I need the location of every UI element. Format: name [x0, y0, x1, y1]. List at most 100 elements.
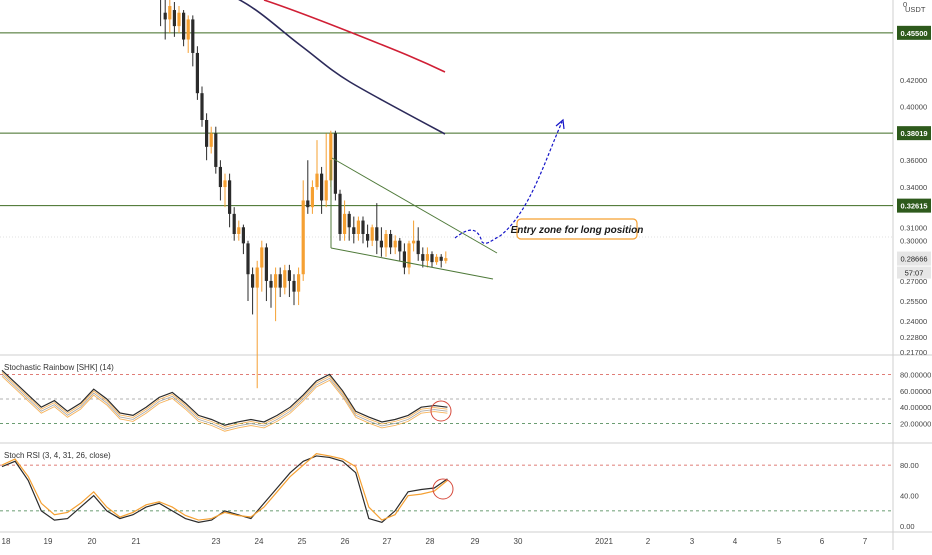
indicator-series-line [1, 455, 448, 524]
price-axis[interactable]: 0 0.45500 0.42000 0.40000 0.38019 0.36000 0.34… [897, 0, 931, 357]
candle-body [430, 254, 434, 263]
candle-body [306, 200, 310, 208]
candle-body [163, 12, 167, 20]
indicator-tick-label: 40.00000 [900, 403, 931, 412]
candle-body [223, 180, 227, 188]
candle-body [274, 274, 278, 288]
indicator-tick-label: 40.00 [900, 492, 919, 501]
candle-body [278, 274, 282, 288]
price-level-badge [897, 25, 931, 40]
wedge-lower-line [330, 247, 494, 280]
projection-arrowhead [555, 118, 565, 130]
indicator-series-line [1, 452, 448, 521]
candle-body [444, 258, 448, 261]
price-level-badge-label: 0.32615 [900, 202, 927, 211]
wedge-upper-line [331, 157, 498, 254]
price-tick-label: 0.36000 [900, 156, 927, 165]
time-tick-label: 2 [646, 537, 651, 546]
candle-body [168, 6, 172, 20]
time-tick-label: 6 [820, 537, 825, 546]
price-level-badge [897, 198, 931, 213]
indicator-tick-label: 60.00000 [900, 387, 931, 396]
price-level-badge-label: 0.38019 [900, 129, 927, 138]
candle-body [329, 133, 333, 181]
price-tick-label: 0.24000 [900, 317, 927, 326]
candle-body [246, 243, 250, 275]
candle-body [301, 200, 305, 275]
stochastic-rainbow-label[interactable]: Stochastic Rainbow [SHK] (14) [4, 363, 114, 372]
time-axis[interactable]: 18 19 20 21 23 24 25 26 27 28 29 30 2021 2 3 4 5 6 7 [2, 537, 868, 546]
stochastic-rainbow-pane: 80.00000 60.00000 40.00000 20.00000 [0, 369, 931, 432]
indicator-tick-label: 20.00000 [900, 420, 931, 429]
price-tick-label: 0.25500 [900, 297, 927, 306]
time-tick-label: 19 [44, 537, 53, 546]
candle-body [393, 240, 397, 248]
candle-body [412, 240, 416, 244]
candle-body [361, 220, 365, 234]
time-tick-label: 21 [132, 537, 141, 546]
candle-body [320, 173, 324, 201]
candle-body [310, 187, 314, 208]
price-tick-label: 0.22800 [900, 333, 927, 342]
indicator-series-line [1, 369, 448, 426]
moving-averages [238, 0, 446, 135]
price-level-badge [897, 126, 931, 141]
candle-body [366, 233, 370, 241]
indicator-tick-label: 0.00 [900, 522, 915, 531]
candle-body [283, 270, 287, 288]
candle-body [218, 166, 222, 188]
price-level-badge-label: 0.45500 [900, 29, 927, 38]
stoch-rsi-pane: 80.00 40.00 0.00 [0, 452, 919, 531]
rainbow-band-line [1, 371, 448, 428]
indicator-tick-label: 80.00 [900, 461, 919, 470]
candle-body [241, 227, 245, 244]
candle-body [421, 254, 425, 261]
candle-body [347, 213, 351, 228]
callout-box [516, 218, 638, 240]
falling-wedge [330, 157, 498, 280]
price-tick-label: 0.40000 [900, 103, 927, 112]
candle-body [379, 240, 383, 248]
price-tick-label: 0.21700 [900, 348, 927, 357]
time-tick-label: 26 [341, 537, 350, 546]
candle-body [389, 233, 393, 248]
time-tick-label: 30 [514, 537, 523, 546]
candle-body [384, 233, 388, 248]
candle-body [209, 133, 213, 147]
time-tick-label: 20 [88, 537, 97, 546]
highlight-circle [430, 400, 452, 422]
candle-body [172, 10, 176, 27]
time-tick-label: 23 [212, 537, 221, 546]
time-tick-label: 5 [777, 537, 782, 546]
projection-arrow [454, 118, 565, 244]
countdown-badge [897, 266, 931, 279]
candle-body [338, 193, 342, 234]
candle-body [264, 247, 268, 281]
ma-fast-line [238, 0, 446, 135]
rainbow-band-line [1, 373, 448, 430]
price-tick-label: 0.31000 [900, 223, 927, 232]
candle-body [255, 267, 259, 288]
projection-path [454, 121, 563, 244]
candle-body [402, 251, 406, 268]
candle-body [214, 133, 218, 167]
candle-body [324, 180, 328, 201]
time-tick-label: 29 [471, 537, 480, 546]
currency-label[interactable]: USDT [905, 5, 926, 14]
ma-slow-line [263, 0, 446, 73]
entry-zone-callout: Entry zone for long position [511, 218, 643, 240]
current-price-label: 0.28666 [900, 255, 927, 264]
indicator-tick-label: 80.00000 [900, 370, 931, 379]
candle-body [425, 254, 429, 261]
candle-body [333, 133, 337, 194]
candle-body [287, 270, 291, 281]
time-tick-label: 28 [426, 537, 435, 546]
candle-body [232, 213, 236, 234]
time-tick-label: 27 [383, 537, 392, 546]
highlight-circle [432, 478, 454, 500]
candle-body [251, 274, 255, 288]
stoch-rsi-label[interactable]: Stoch RSI (3, 4, 31, 26, close) [4, 451, 111, 460]
